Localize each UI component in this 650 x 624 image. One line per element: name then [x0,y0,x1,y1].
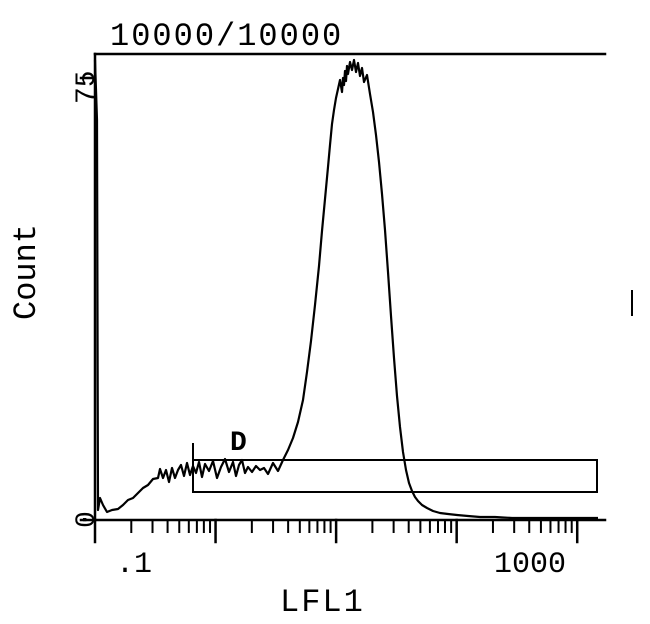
histogram-chart: 10000/10000 Count LFL1 0 75 .1 1000 D [0,0,650,624]
chart-svg [0,0,650,624]
